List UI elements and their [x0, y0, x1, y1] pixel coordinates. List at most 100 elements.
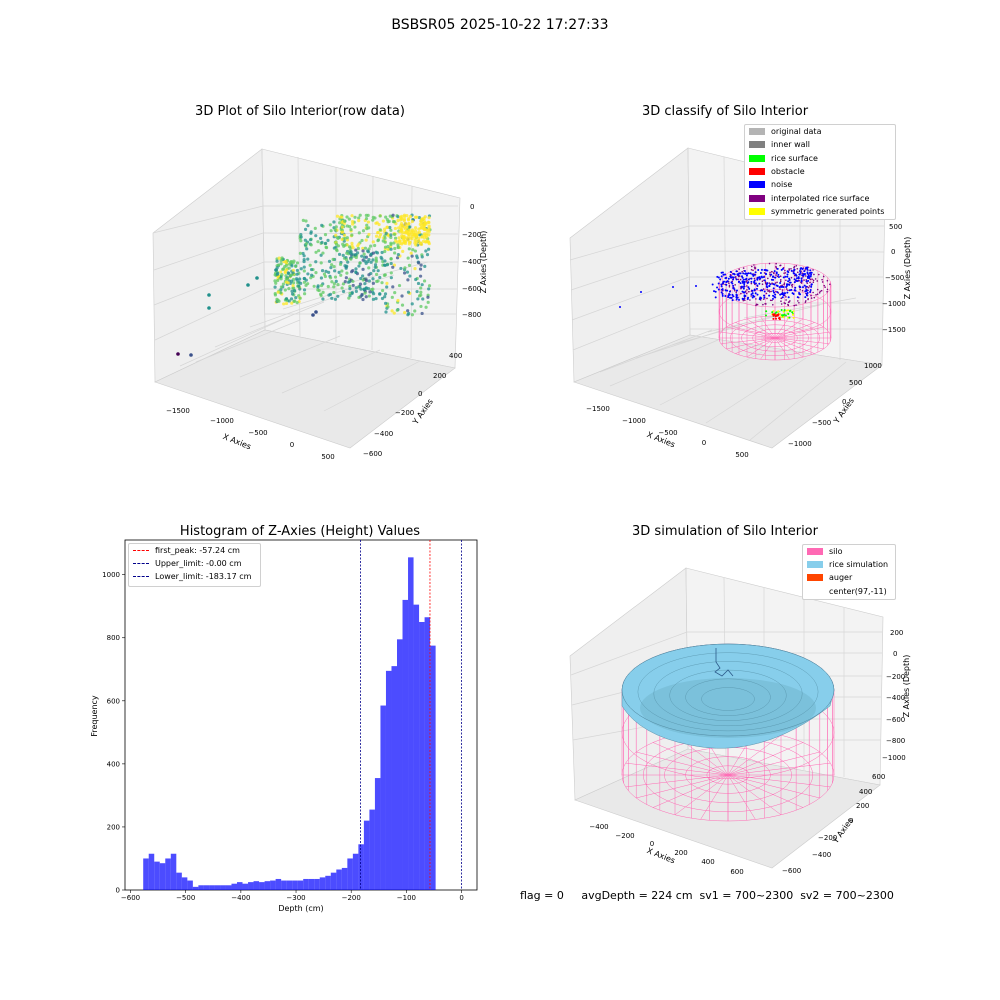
histogram-bar	[292, 880, 298, 890]
noise-point	[754, 271, 757, 274]
scatter-point	[398, 239, 402, 243]
histogram-bar	[303, 878, 309, 890]
noise-point	[733, 273, 736, 276]
silo-floor-spoke	[774, 332, 830, 339]
histogram-bar	[154, 861, 160, 890]
noise-point	[758, 298, 761, 301]
y-tick-label: 0	[418, 390, 422, 398]
scatter-point	[406, 278, 410, 282]
interpolated-point	[824, 286, 826, 288]
noise-point	[731, 299, 734, 302]
surface-point	[780, 309, 783, 312]
interpolated-point	[780, 297, 783, 300]
scatter-point	[327, 270, 331, 274]
surface-point	[779, 313, 782, 316]
scatter-point	[284, 297, 289, 301]
interpolated-point	[780, 300, 782, 302]
scatter-point	[338, 215, 343, 219]
noise-point	[729, 275, 732, 278]
scatter-point	[299, 239, 303, 243]
interpolated-point	[771, 271, 773, 273]
interpolated-point	[809, 281, 811, 284]
scatter-point	[299, 281, 303, 285]
scatter-point	[290, 292, 295, 296]
scatter-point	[380, 281, 384, 285]
scatter-point	[380, 250, 384, 255]
noise-point	[768, 284, 771, 287]
noise-point	[756, 278, 759, 281]
noise-point	[756, 284, 759, 287]
interpolated-point	[796, 271, 799, 274]
interpolated-point	[807, 297, 809, 300]
interpolated-point	[772, 304, 774, 306]
y-tick-label: 1000	[864, 362, 882, 370]
scatter-point	[393, 291, 397, 295]
scatter-point	[313, 226, 317, 230]
silo-floor-spoke	[700, 774, 729, 820]
scatter-point	[302, 269, 306, 273]
scatter-point	[346, 260, 350, 264]
scatter-point	[384, 301, 388, 305]
legend-label: center(97,-11)	[829, 586, 887, 596]
histogram-bar	[347, 858, 353, 890]
interpolated-point	[826, 290, 828, 293]
scatter-point	[298, 251, 302, 255]
noise-point	[785, 283, 788, 286]
histogram-bar	[419, 621, 425, 890]
noise-point	[750, 280, 753, 283]
scatter-point	[334, 279, 338, 284]
scatter-point	[284, 259, 288, 264]
scatter-point	[408, 274, 412, 278]
interpolated-point	[775, 262, 777, 265]
scatter-point	[306, 224, 310, 228]
histogram-bar	[203, 885, 210, 890]
histogram-bar	[408, 557, 414, 890]
interpolated-point	[805, 279, 808, 281]
interpolated-point	[797, 300, 799, 302]
legend-label: symmetric generated points	[771, 206, 885, 216]
noise-point	[804, 296, 807, 299]
z-tick-label: −1000	[882, 754, 906, 762]
legend-swatch	[807, 548, 823, 556]
scatter-point	[373, 263, 378, 267]
interpolated-point	[775, 290, 777, 293]
scatter-point	[416, 297, 420, 301]
noise-point	[809, 269, 812, 272]
histogram-bar	[231, 883, 237, 890]
scatter-point	[347, 296, 351, 300]
scatter-point	[329, 229, 333, 233]
noise-point	[781, 285, 784, 288]
interpolated-point	[750, 295, 752, 297]
scatter-point	[416, 239, 421, 243]
scatter-point	[347, 245, 352, 249]
interpolated-point	[803, 279, 805, 281]
interpolated-point	[765, 303, 767, 305]
scatter-point	[349, 257, 353, 261]
legend-label: Lower_limit: -183.17 cm	[155, 572, 252, 581]
scatter-point	[328, 276, 333, 280]
z-tick-label: −1000	[882, 300, 906, 308]
interpolated-point	[762, 303, 764, 306]
scatter-point	[389, 247, 393, 251]
scatter-point	[374, 297, 378, 301]
scatter-point	[358, 282, 363, 286]
scatter-point	[308, 263, 312, 267]
noise-point	[810, 273, 813, 276]
x-tick-label: −1500	[166, 407, 190, 415]
histogram-bar	[330, 872, 337, 890]
interpolated-point	[816, 280, 819, 282]
scatter-point	[371, 277, 375, 281]
legend-item: first_peak: -57.24 cm	[133, 544, 260, 557]
noise-point	[732, 295, 735, 298]
y-tick-label: −1000	[788, 440, 812, 448]
interpolated-point	[804, 275, 807, 277]
scatter-point	[335, 235, 339, 239]
scatter-point	[353, 253, 358, 257]
z-tick-label: 0	[470, 203, 474, 211]
noise-point	[739, 272, 742, 275]
scatter-point	[378, 235, 382, 239]
scatter-point	[416, 281, 421, 286]
interpolated-point	[768, 290, 771, 293]
noise-point	[748, 287, 751, 290]
scatter-point	[327, 259, 332, 263]
